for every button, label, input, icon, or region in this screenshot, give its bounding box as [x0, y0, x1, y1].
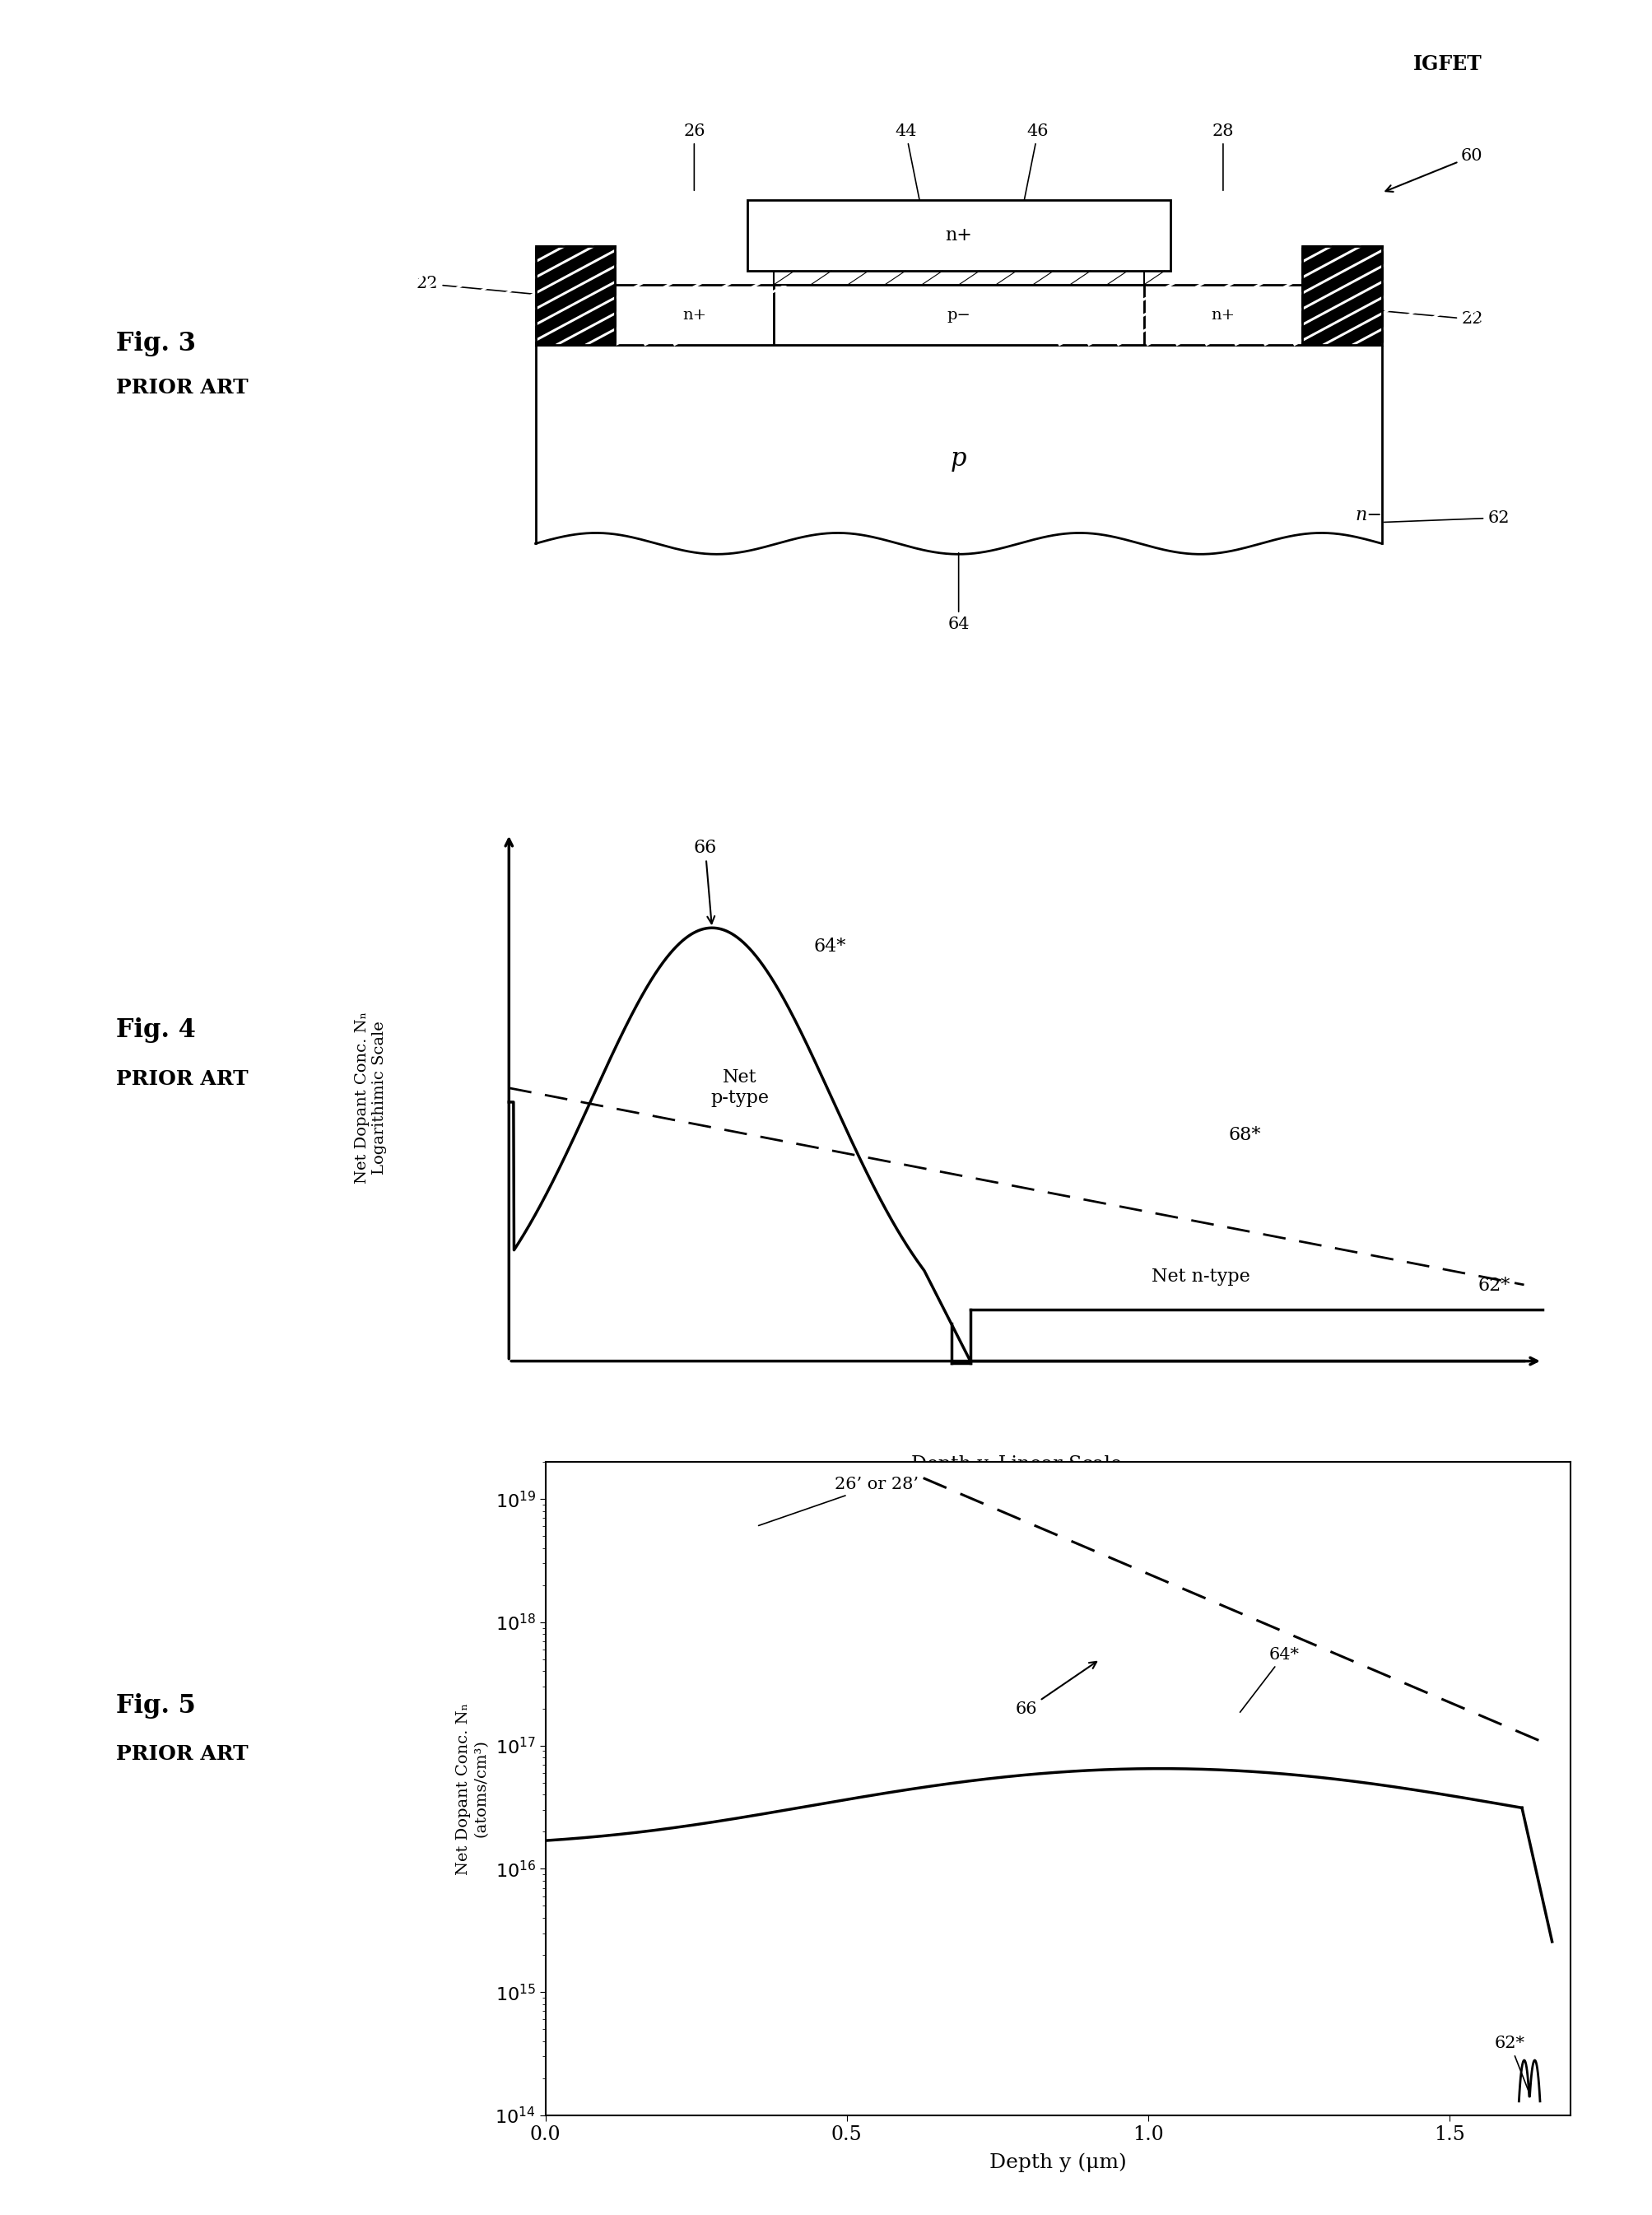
Text: 22: 22 — [1370, 310, 1482, 328]
Text: p: p — [950, 445, 966, 472]
Text: Fig. 4: Fig. 4 — [116, 1017, 195, 1043]
Text: Net
p-type: Net p-type — [710, 1068, 768, 1108]
Bar — [1302, 246, 1381, 346]
Text: n−: n− — [1355, 507, 1381, 525]
Text: 64: 64 — [947, 554, 970, 631]
Text: 28: 28 — [1211, 124, 1234, 190]
Y-axis label: Net Dopant Conc. Nₙ
(atoms/cm³): Net Dopant Conc. Nₙ (atoms/cm³) — [456, 1703, 487, 1874]
Bar — [1143, 286, 1302, 346]
Text: 62*: 62* — [1493, 2036, 1530, 2095]
X-axis label: Depth y (μm): Depth y (μm) — [988, 2153, 1127, 2173]
Text: n+: n+ — [945, 226, 971, 244]
Text: PRIOR ART: PRIOR ART — [116, 1745, 248, 1763]
Text: 26: 26 — [682, 124, 705, 190]
Text: 60: 60 — [1384, 148, 1482, 193]
Bar — [535, 246, 615, 346]
Text: 46: 46 — [1011, 124, 1049, 261]
Text: 44: 44 — [894, 124, 932, 261]
Text: Fig. 3: Fig. 3 — [116, 330, 195, 357]
Text: n+: n+ — [682, 308, 705, 323]
Text: Net Dopant Conc. Nₙ
Logarithimic Scale: Net Dopant Conc. Nₙ Logarithimic Scale — [355, 1012, 387, 1183]
Text: n+: n+ — [1211, 308, 1234, 323]
Text: Fig. 5: Fig. 5 — [116, 1692, 195, 1719]
Bar — [747, 199, 1170, 270]
Text: PRIOR ART: PRIOR ART — [116, 1070, 248, 1088]
Text: 66: 66 — [1014, 1661, 1095, 1717]
Text: 62*: 62* — [1477, 1276, 1510, 1296]
Text: 64*: 64* — [813, 937, 846, 955]
Bar — [773, 270, 1143, 286]
Text: PRIOR ART: PRIOR ART — [116, 379, 248, 396]
Text: 62: 62 — [1383, 509, 1508, 525]
Bar — [1302, 246, 1381, 346]
Bar — [773, 286, 1143, 346]
Text: Depth y, Linear Scale: Depth y, Linear Scale — [910, 1455, 1122, 1475]
Text: 26’ or 28’: 26’ or 28’ — [758, 1477, 919, 1526]
Text: 66: 66 — [694, 839, 717, 924]
Bar — [535, 246, 615, 346]
Text: 68*: 68* — [1227, 1125, 1260, 1145]
Text: 22: 22 — [416, 277, 547, 295]
Text: Net n-type: Net n-type — [1151, 1267, 1249, 1285]
Bar — [615, 286, 773, 346]
Text: p−: p− — [947, 308, 970, 323]
Text: IGFET: IGFET — [1412, 55, 1482, 75]
Text: 64*: 64* — [1239, 1648, 1298, 1712]
